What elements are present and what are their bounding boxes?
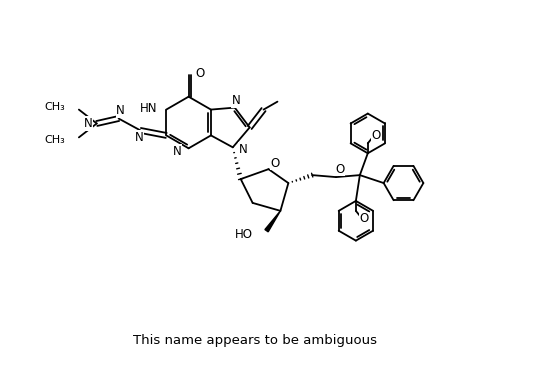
- Text: N: N: [231, 94, 240, 107]
- Text: N: N: [84, 117, 93, 130]
- Text: O: O: [335, 163, 345, 176]
- Text: N: N: [135, 131, 144, 144]
- Text: N: N: [116, 104, 125, 117]
- Text: O: O: [271, 157, 280, 170]
- Text: O: O: [359, 212, 369, 225]
- Text: N: N: [173, 145, 182, 158]
- Text: HN: HN: [140, 102, 157, 115]
- Text: This name appears to be ambiguous: This name appears to be ambiguous: [133, 334, 377, 347]
- Text: O: O: [371, 129, 380, 142]
- Text: CH₃: CH₃: [44, 101, 65, 112]
- Text: CH₃: CH₃: [44, 135, 65, 146]
- Text: N: N: [239, 143, 247, 156]
- Text: O: O: [195, 67, 205, 80]
- Text: HO: HO: [235, 228, 253, 241]
- Polygon shape: [265, 211, 280, 232]
